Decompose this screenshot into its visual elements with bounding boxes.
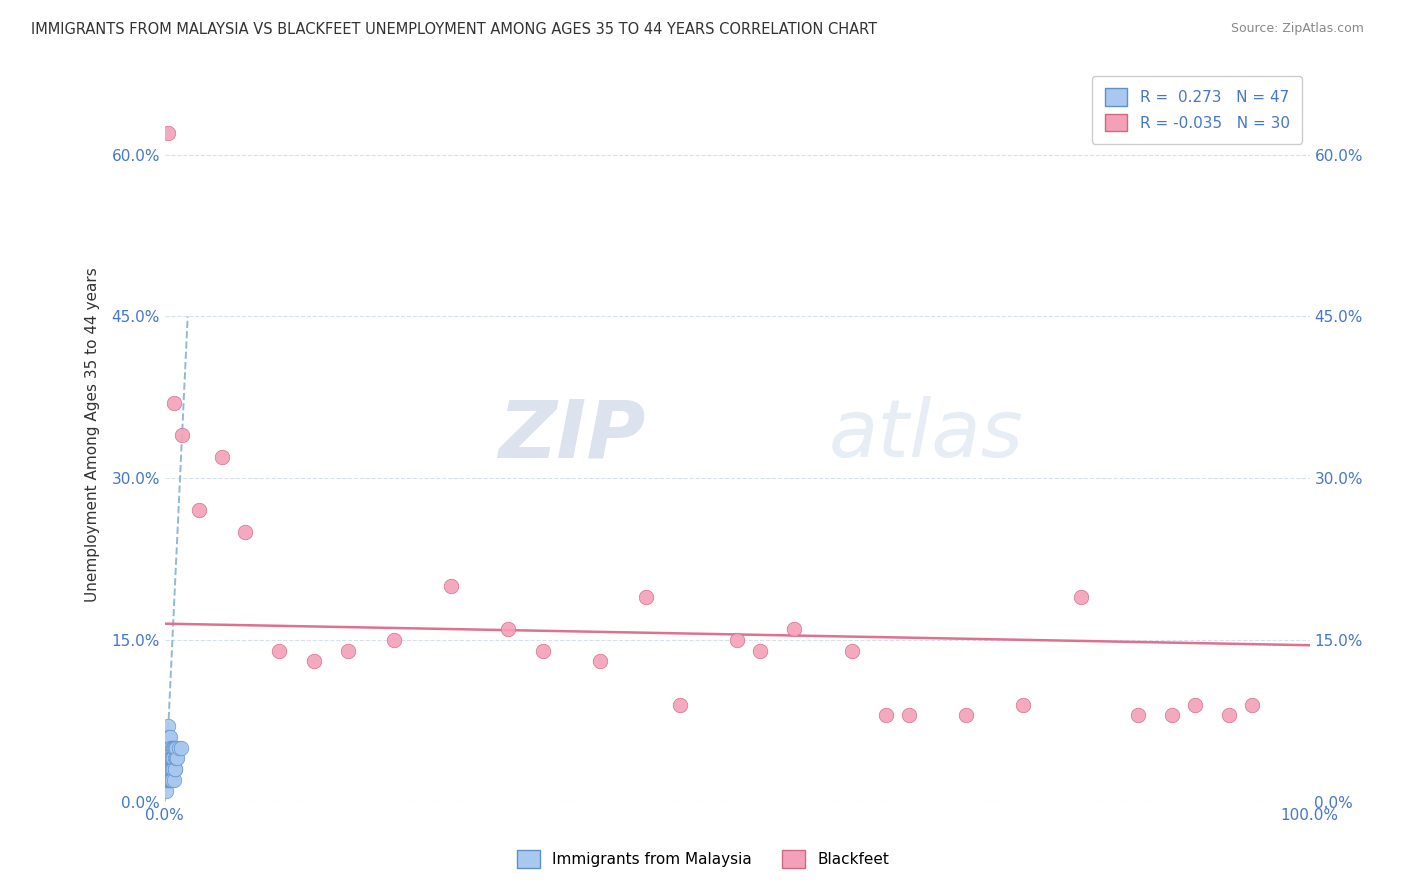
Point <box>162 751 184 765</box>
Point <box>531 643 554 657</box>
Point <box>749 643 772 657</box>
Point <box>955 708 977 723</box>
Point <box>440 579 463 593</box>
Point <box>156 751 179 765</box>
Point <box>157 762 180 776</box>
Point <box>783 622 806 636</box>
Point <box>155 762 177 776</box>
Point <box>155 740 177 755</box>
Point <box>160 740 183 755</box>
Point <box>1241 698 1264 712</box>
Point <box>159 740 181 755</box>
Point <box>336 643 359 657</box>
Point <box>897 708 920 723</box>
Point <box>156 772 179 787</box>
Point <box>167 740 190 755</box>
Point <box>157 772 180 787</box>
Point <box>155 762 177 776</box>
Point <box>157 740 180 755</box>
Point <box>1218 708 1240 723</box>
Point <box>160 762 183 776</box>
Text: atlas: atlas <box>828 396 1024 474</box>
Point <box>211 450 233 464</box>
Point <box>157 126 180 140</box>
Point <box>1184 698 1206 712</box>
Point <box>841 643 863 657</box>
Point <box>162 762 184 776</box>
Point <box>165 740 187 755</box>
Point <box>302 654 325 668</box>
Legend: R =  0.273   N = 47, R = -0.035   N = 30: R = 0.273 N = 47, R = -0.035 N = 30 <box>1092 76 1302 144</box>
Point <box>156 730 179 744</box>
Point <box>157 730 180 744</box>
Point <box>159 730 181 744</box>
Point <box>1161 708 1184 723</box>
Point <box>1126 708 1149 723</box>
Point <box>188 503 211 517</box>
Point <box>382 632 405 647</box>
Point <box>159 762 181 776</box>
Point <box>269 643 291 657</box>
Point <box>163 395 186 409</box>
Point <box>170 428 193 442</box>
Point <box>162 772 184 787</box>
Point <box>875 708 897 723</box>
Point <box>156 740 179 755</box>
Point <box>157 762 180 776</box>
Point <box>165 740 187 755</box>
Point <box>233 524 256 539</box>
Point <box>589 654 612 668</box>
Point <box>725 632 748 647</box>
Point <box>155 772 177 787</box>
Point <box>157 751 180 765</box>
Point <box>155 751 177 765</box>
Point <box>163 762 186 776</box>
Point <box>165 762 187 776</box>
Text: IMMIGRANTS FROM MALAYSIA VS BLACKFEET UNEMPLOYMENT AMONG AGES 35 TO 44 YEARS COR: IMMIGRANTS FROM MALAYSIA VS BLACKFEET UN… <box>31 22 877 37</box>
Point <box>159 751 181 765</box>
Point <box>163 740 186 755</box>
Point <box>1012 698 1035 712</box>
Point <box>170 740 193 755</box>
Point <box>1070 590 1092 604</box>
Point <box>163 751 186 765</box>
Point <box>162 740 184 755</box>
Point <box>669 698 692 712</box>
Point <box>166 751 188 765</box>
Point <box>159 762 181 776</box>
Text: ZIP: ZIP <box>498 396 645 474</box>
Point <box>157 719 180 733</box>
Point <box>160 772 183 787</box>
Point <box>159 772 181 787</box>
Point <box>156 772 179 787</box>
Point <box>496 622 519 636</box>
Point <box>634 590 657 604</box>
Point <box>160 751 183 765</box>
Point <box>159 740 181 755</box>
Point <box>155 783 177 797</box>
Y-axis label: Unemployment Among Ages 35 to 44 years: Unemployment Among Ages 35 to 44 years <box>86 268 100 602</box>
Point <box>165 751 187 765</box>
Legend: Immigrants from Malaysia, Blackfeet: Immigrants from Malaysia, Blackfeet <box>510 844 896 873</box>
Point <box>156 751 179 765</box>
Text: Source: ZipAtlas.com: Source: ZipAtlas.com <box>1230 22 1364 36</box>
Point <box>156 762 179 776</box>
Point <box>163 772 186 787</box>
Point <box>160 751 183 765</box>
